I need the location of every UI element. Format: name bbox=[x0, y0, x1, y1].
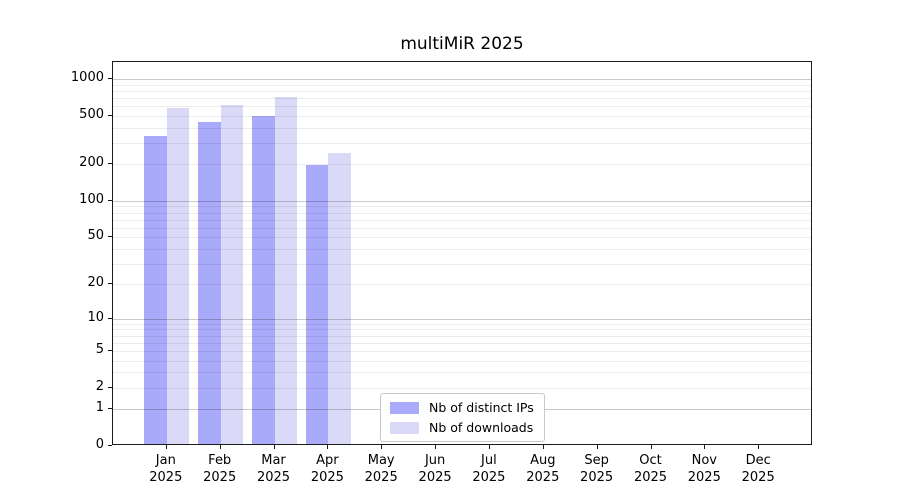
x-tick-label-dec: Dec 2025 bbox=[741, 453, 775, 485]
gridline-700 bbox=[113, 97, 811, 99]
y-tick-mark-0 bbox=[108, 445, 112, 446]
legend-swatch-downloads-icon bbox=[390, 421, 419, 434]
y-tick-label-20: 20 bbox=[87, 275, 104, 291]
y-tick-label-1000: 1000 bbox=[70, 69, 104, 85]
x-tick-label-feb: Feb 2025 bbox=[203, 453, 237, 485]
x-tick-mark-12 bbox=[758, 445, 760, 449]
bar-nb-of-distinct-ips-feb-2025 bbox=[198, 121, 221, 444]
bar-nb-of-downloads-apr-2025 bbox=[328, 152, 351, 444]
x-tick-mark-10 bbox=[650, 445, 652, 449]
y-tick-label-2: 2 bbox=[95, 378, 104, 394]
x-tick-mark-9 bbox=[596, 445, 598, 449]
y-tick-mark-1 bbox=[108, 408, 112, 410]
gridline-900 bbox=[113, 84, 811, 86]
legend: Nb of distinct IPs Nb of downloads bbox=[380, 393, 545, 442]
x-tick-label-jun: Jun 2025 bbox=[418, 453, 452, 485]
x-tick-label-nov: Nov 2025 bbox=[687, 453, 721, 485]
y-tick-label-200: 200 bbox=[79, 155, 104, 171]
legend-label-distinct-ips: Nb of distinct IPs bbox=[429, 400, 534, 415]
bar-nb-of-downloads-feb-2025 bbox=[220, 105, 244, 444]
gridline-500 bbox=[113, 115, 811, 117]
y-tick-mark-500 bbox=[108, 114, 112, 116]
legend-label-downloads: Nb of downloads bbox=[429, 420, 534, 435]
bar-nb-of-distinct-ips-mar-2025 bbox=[252, 116, 275, 444]
bar-nb-of-distinct-ips-jan-2025 bbox=[144, 135, 167, 444]
legend-item-downloads: Nb of downloads bbox=[390, 419, 534, 436]
x-tick-label-jul: Jul 2025 bbox=[472, 453, 506, 485]
gridline-800 bbox=[113, 90, 811, 92]
x-tick-mark-1 bbox=[165, 445, 167, 449]
x-tick-label-sep: Sep 2025 bbox=[580, 453, 614, 485]
x-tick-label-oct: Oct 2025 bbox=[633, 453, 668, 485]
x-tick-mark-3 bbox=[273, 445, 275, 449]
x-tick-label-jan: Jan 2025 bbox=[149, 453, 183, 485]
chart-title: multiMiR 2025 bbox=[400, 34, 524, 54]
x-tick-mark-2 bbox=[219, 445, 221, 449]
gridline-600 bbox=[113, 106, 811, 108]
y-tick-label-50: 50 bbox=[87, 228, 104, 244]
x-tick-label-may: May 2025 bbox=[364, 453, 398, 485]
y-tick-mark-1000 bbox=[108, 77, 112, 79]
y-tick-label-500: 500 bbox=[79, 106, 104, 122]
x-tick-mark-11 bbox=[704, 445, 706, 449]
x-tick-mark-5 bbox=[381, 445, 383, 449]
y-tick-label-10: 10 bbox=[87, 309, 104, 325]
bar-nb-of-downloads-jan-2025 bbox=[166, 108, 190, 444]
legend-item-distinct-ips: Nb of distinct IPs bbox=[390, 399, 534, 416]
y-tick-mark-50 bbox=[108, 236, 112, 238]
y-tick-mark-100 bbox=[108, 199, 112, 201]
gridline-1000 bbox=[113, 78, 811, 80]
plot-area: Nb of distinct IPs Nb of downloads bbox=[112, 61, 812, 445]
x-tick-label-aug: Aug 2025 bbox=[526, 453, 560, 485]
x-tick-mark-8 bbox=[542, 445, 544, 449]
x-tick-mark-7 bbox=[488, 445, 490, 449]
x-tick-label-mar: Mar 2025 bbox=[256, 453, 291, 485]
legend-swatch-distinct-ips-icon bbox=[390, 401, 419, 414]
y-tick-mark-200 bbox=[108, 163, 112, 165]
y-tick-label-0: 0 bbox=[95, 437, 104, 452]
y-tick-mark-20 bbox=[108, 283, 112, 285]
y-tick-label-1: 1 bbox=[95, 400, 104, 416]
y-tick-label-100: 100 bbox=[79, 191, 104, 207]
bar-nb-of-distinct-ips-apr-2025 bbox=[305, 165, 329, 444]
x-tick-mark-6 bbox=[435, 445, 437, 449]
y-tick-mark-10 bbox=[108, 317, 112, 319]
x-tick-mark-4 bbox=[327, 445, 329, 449]
y-tick-mark-2 bbox=[108, 386, 112, 388]
bar-nb-of-downloads-mar-2025 bbox=[274, 96, 298, 444]
y-tick-label-5: 5 bbox=[95, 341, 104, 357]
y-tick-mark-5 bbox=[108, 349, 112, 351]
x-tick-label-apr: Apr 2025 bbox=[310, 453, 344, 485]
